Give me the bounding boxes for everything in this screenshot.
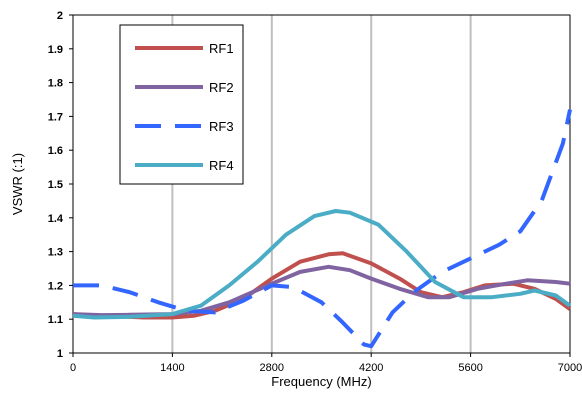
series-line-rf4 — [72, 209, 572, 320]
y-tick-label: 1.3 — [48, 247, 63, 259]
x-axis-ticks: 0 1400 2800 4200 5600 7000 — [70, 353, 582, 374]
y-tick-label: 1.9 — [48, 44, 63, 56]
x-tick-label: 0 — [70, 362, 76, 374]
y-tick-label: 1.2 — [48, 280, 63, 292]
y-tick-label: 1.4 — [48, 213, 64, 225]
y-tick-label: 2 — [57, 10, 63, 22]
y-tick-label: 1.1 — [48, 314, 63, 326]
y-tick-label: 1.8 — [48, 78, 63, 90]
legend-label-rf4: RF4 — [209, 158, 234, 173]
legend-label-rf1: RF1 — [209, 41, 234, 56]
y-tick-label: 1 — [57, 348, 63, 360]
y-tick-label: 1.5 — [48, 179, 63, 191]
legend-box — [119, 24, 244, 185]
y-axis-ticks: 1 1.1 1.2 1.3 1.4 1.5 1.6 1.7 1.8 1.9 2 — [48, 10, 73, 360]
x-axis-title: Frequency (MHz) — [271, 374, 371, 389]
x-tick-label: 2800 — [260, 362, 284, 374]
y-tick-label: 1.6 — [48, 145, 63, 157]
series-group — [72, 109, 572, 349]
x-tick-label: 1400 — [160, 362, 184, 374]
legend-label-rf3: RF3 — [209, 119, 234, 134]
x-tick-label: 4200 — [359, 362, 383, 374]
y-tick-label: 1.7 — [48, 111, 63, 123]
x-tick-label: 5600 — [458, 362, 482, 374]
legend-label-rf2: RF2 — [209, 80, 234, 95]
series-line-rf3 — [73, 109, 572, 349]
y-axis-title: VSWR (:1) — [10, 153, 25, 215]
x-tick-label: 7000 — [558, 362, 582, 374]
legend: RF1 RF2 RF3 RF4 — [119, 24, 244, 185]
